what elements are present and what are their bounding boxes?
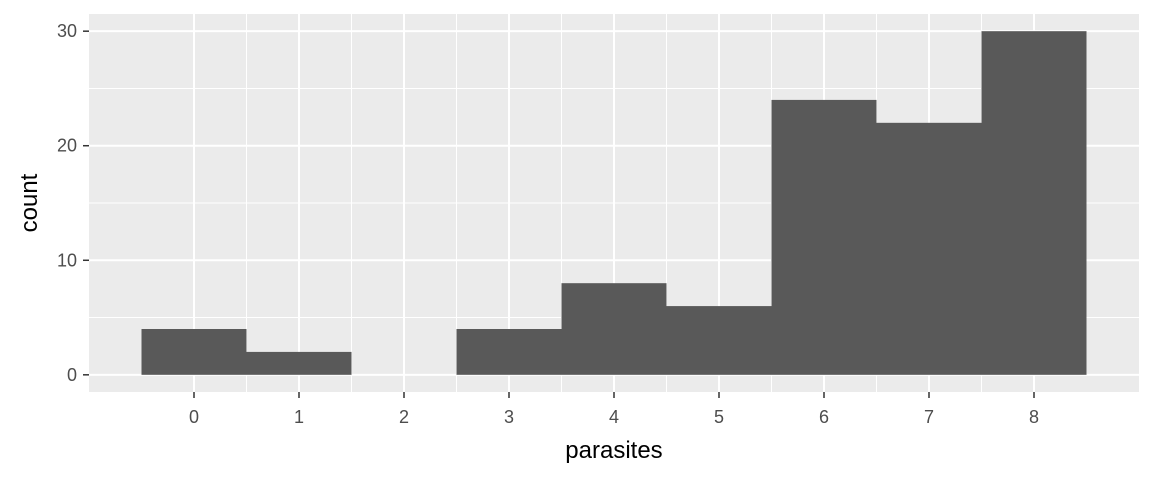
bar <box>456 329 562 375</box>
x-axis-title: parasites <box>565 437 662 464</box>
y-tick-label: 0 <box>67 365 77 385</box>
bar <box>876 122 982 375</box>
bar <box>246 351 352 375</box>
x-tick-label: 7 <box>924 407 934 427</box>
x-tick-label: 6 <box>819 407 829 427</box>
x-tick-label: 5 <box>714 407 724 427</box>
bar <box>141 329 247 375</box>
x-tick-label: 4 <box>609 407 619 427</box>
bar <box>561 283 667 375</box>
x-tick-label: 2 <box>399 407 409 427</box>
bar <box>666 306 772 375</box>
x-axis: 0 1 2 3 4 5 6 7 8 <box>189 392 1039 427</box>
x-tick-label: 0 <box>189 407 199 427</box>
x-tick-label: 1 <box>294 407 304 427</box>
y-tick-label: 10 <box>57 250 77 270</box>
x-tick-label: 8 <box>1029 407 1039 427</box>
y-axis: 0 10 20 30 <box>57 21 89 385</box>
y-tick-label: 20 <box>57 136 77 156</box>
y-axis-title: count <box>16 173 43 232</box>
x-tick-label: 3 <box>504 407 514 427</box>
y-tick-label: 30 <box>57 21 77 41</box>
bars <box>141 31 1087 375</box>
bar <box>981 31 1087 375</box>
bar <box>771 99 877 375</box>
